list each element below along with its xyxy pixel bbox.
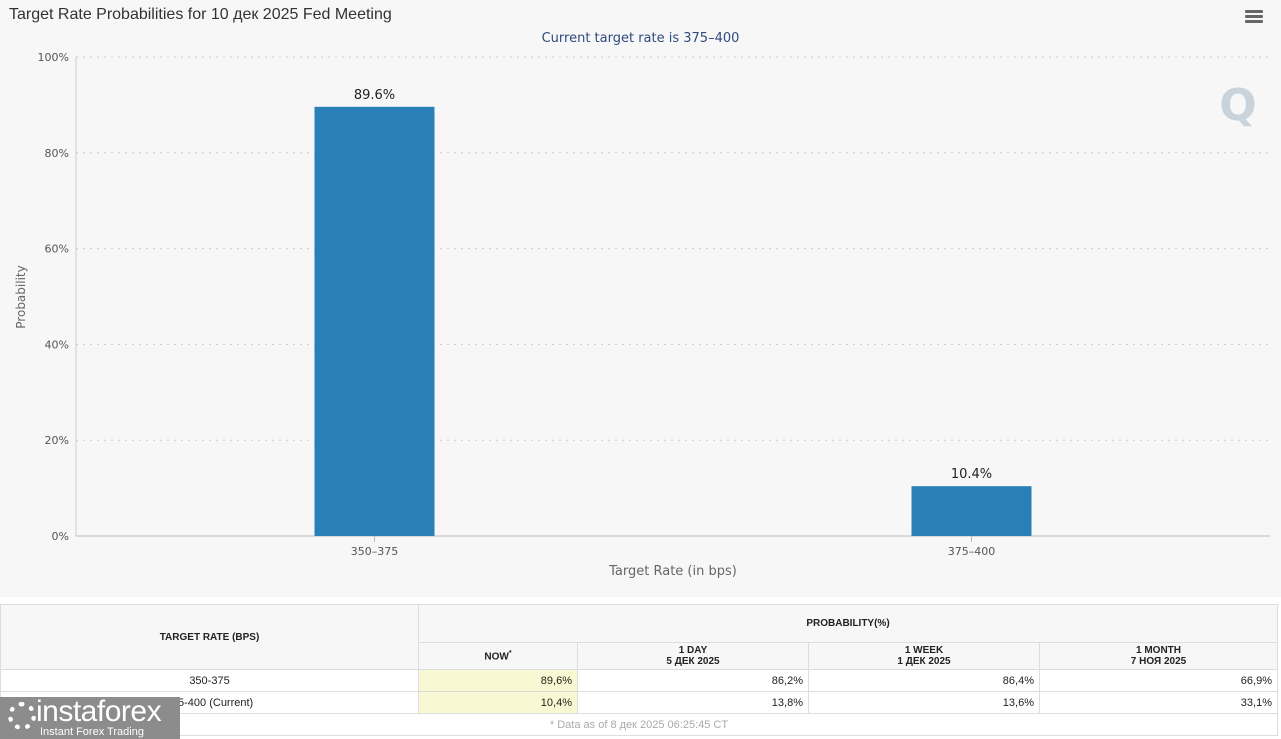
col-1month-date: 7 НОЯ 2025: [1130, 656, 1187, 668]
chart-area: Target Rate Probabilities for 10 дек 202…: [9, 6, 1270, 579]
now-cell: 89,6%: [418, 669, 578, 692]
table-row: 375-400 (Current) 10,4% 13,8% 13,6% 33,1…: [0, 691, 1278, 714]
rate-cell: 350-375: [0, 669, 419, 692]
week-cell: 86,4%: [808, 669, 1040, 692]
col-1week: 1 WEEK: [904, 645, 944, 657]
y-tick-label: 20%: [45, 434, 69, 447]
col-1day-date: 5 ДЕК 2025: [666, 656, 720, 668]
data-label: 89.6%: [354, 88, 395, 103]
y-tick-label: 80%: [45, 147, 69, 160]
y-tick-label: 0%: [52, 530, 69, 543]
instaforex-watermark: instaforex Instant Forex Trading: [0, 697, 180, 739]
watermark-tagline: Instant Forex Trading: [40, 726, 144, 738]
watermark-name: instaforex: [36, 695, 162, 728]
col-now: NOW: [484, 651, 509, 663]
bar: [314, 106, 435, 536]
day-cell: 86,2%: [577, 669, 809, 692]
month-cell: 33,1%: [1039, 691, 1278, 714]
y-axis-title: Probability: [14, 265, 28, 328]
x-axis-title: Target Rate (in bps): [608, 564, 737, 579]
col-1month: 1 MONTH: [1136, 645, 1181, 657]
hamburger-icon[interactable]: [1245, 10, 1263, 24]
q-watermark-icon: Q: [1219, 80, 1256, 131]
col-1day: 1 DAY: [678, 645, 708, 657]
chart-title: Target Rate Probabilities for 10 дек 202…: [9, 6, 392, 23]
y-tick-label: 40%: [45, 338, 69, 351]
data-label: 10.4%: [951, 467, 992, 482]
day-cell: 13,8%: [577, 691, 809, 714]
table-row: 350-375 89,6% 86,2% 86,4% 66,9%: [0, 669, 1278, 692]
bar-chart: 0% 20% 40% 60% 80% 100% 89.6% 350–375 10.4% 375–4…: [14, 51, 1270, 579]
probability-table: TARGET RATE (BPS) PROBABILITY(%) NOW* 1 …: [0, 603, 1278, 736]
bar: [911, 486, 1032, 536]
col-1week-date: 1 ДЕК 2025: [897, 656, 951, 668]
x-tick-label: 375–400: [948, 545, 996, 558]
footnote: * Data as of 8 дек 2025 06:25:45 CT: [0, 713, 1278, 736]
x-tick-label: 350–375: [351, 545, 399, 558]
y-tick-label: 100%: [38, 51, 69, 64]
header-target-rate: TARGET RATE (BPS): [0, 604, 419, 670]
week-cell: 13,6%: [808, 691, 1040, 714]
gear-logo-icon: [8, 702, 36, 730]
header-probability: PROBABILITY(%): [418, 603, 1278, 644]
now-cell: 10,4%: [418, 691, 578, 714]
chart-subtitle: Current target rate is 375–400: [541, 31, 740, 46]
month-cell: 66,9%: [1039, 669, 1278, 692]
y-tick-label: 60%: [45, 243, 69, 256]
now-footnote-mark: *: [508, 649, 512, 657]
